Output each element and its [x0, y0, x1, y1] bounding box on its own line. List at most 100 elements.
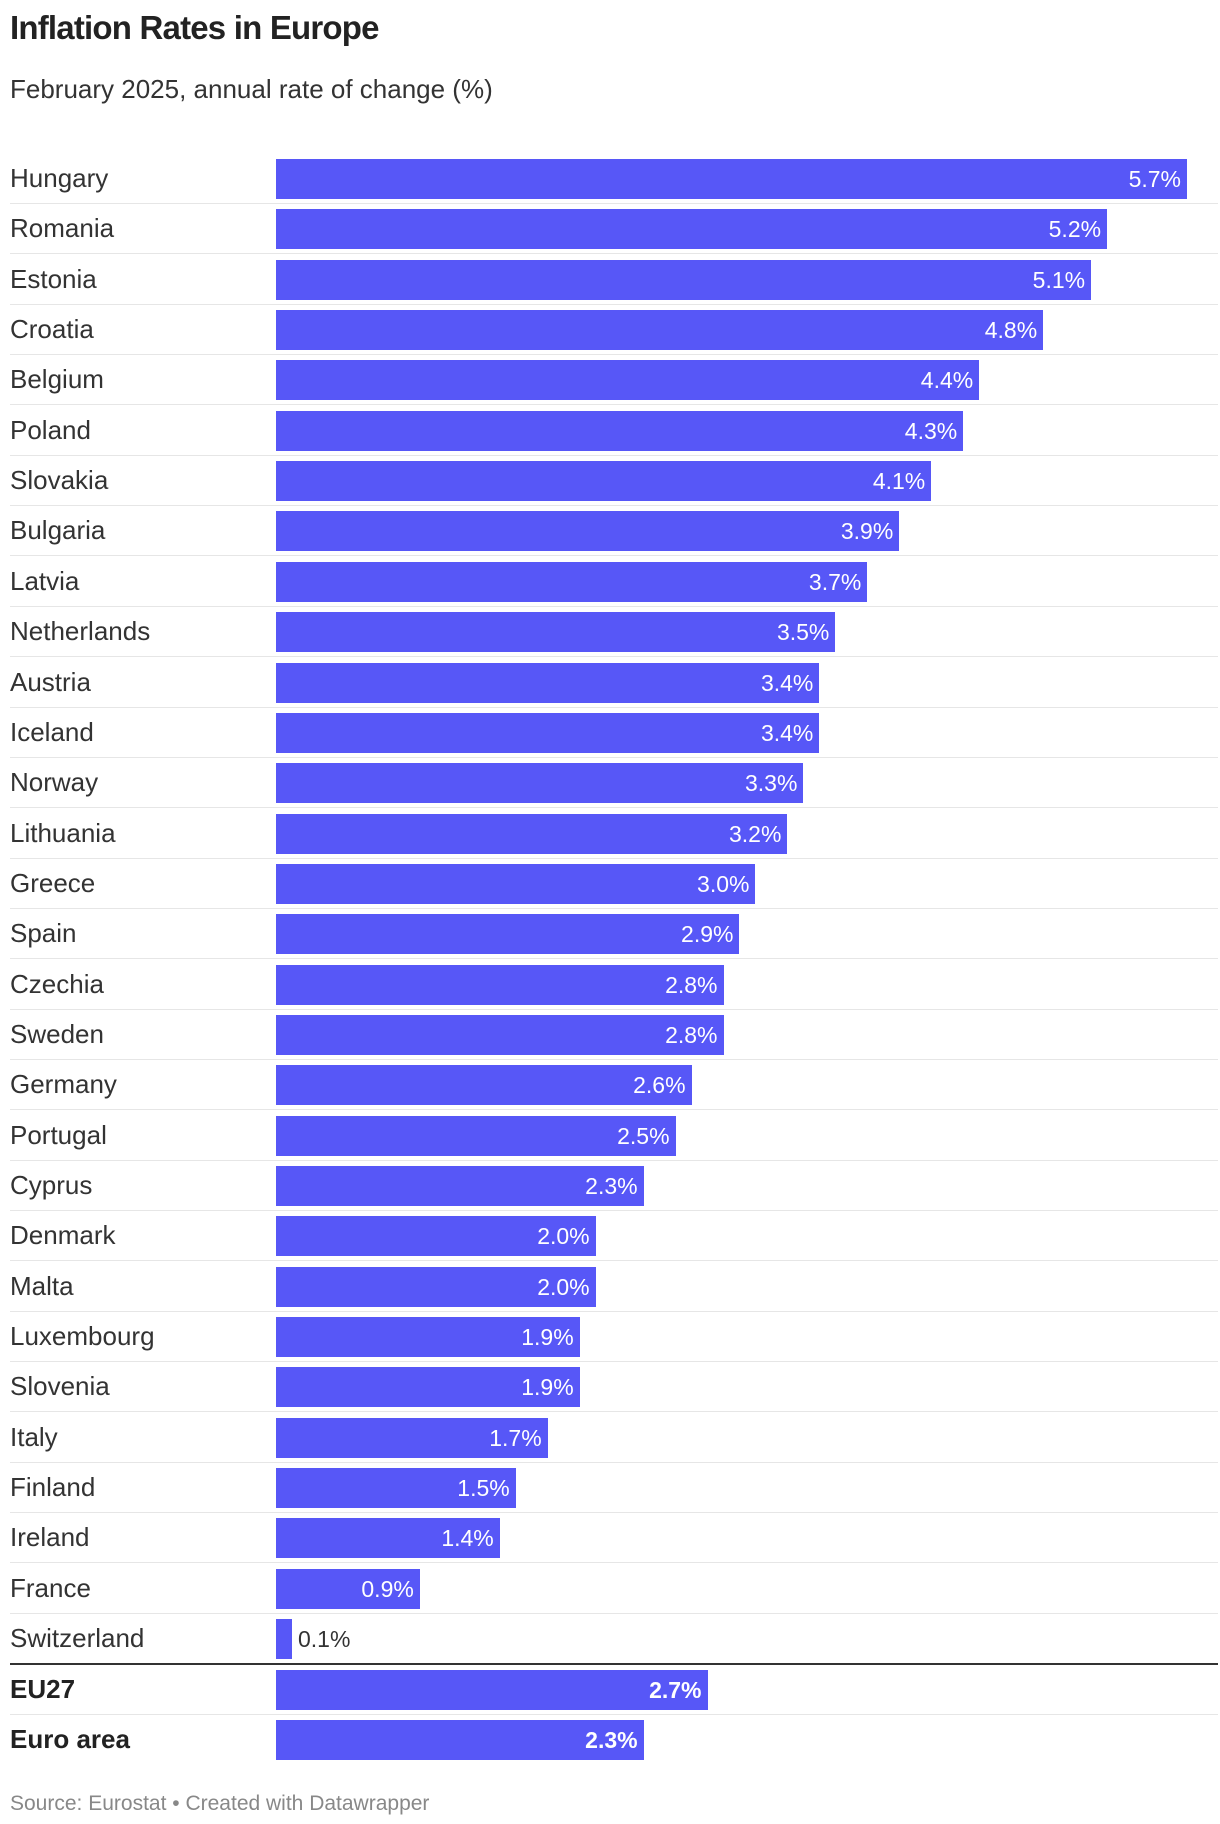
row-divider	[10, 958, 1218, 960]
row-divider	[10, 1159, 1218, 1161]
bar	[276, 310, 1044, 351]
value-label: 3.9%	[840, 518, 894, 545]
value-label: 3.4%	[760, 719, 814, 746]
bar	[276, 1417, 548, 1458]
category-label: Spain	[10, 918, 77, 949]
category-label: Cyprus	[10, 1170, 93, 1200]
row-divider	[10, 1713, 1218, 1715]
bar-row: Finland 1.5%	[0, 1467, 1220, 1517]
row-divider	[10, 1058, 1218, 1060]
bar-row: Lithuania 3.2%	[0, 813, 1220, 863]
bar	[276, 1115, 676, 1156]
row-divider	[10, 1562, 1218, 1564]
row-divider	[10, 756, 1218, 758]
value-label: 4.3%	[904, 417, 958, 444]
row-divider	[10, 354, 1218, 356]
bar	[276, 1367, 580, 1408]
bar-row: Malta 2.0%	[0, 1266, 1220, 1316]
category-label: Austria	[10, 666, 91, 697]
category-label: Czechia	[10, 968, 104, 999]
value-label: 2.3%	[585, 1726, 638, 1753]
bar-row: Cyprus 2.3%	[0, 1165, 1220, 1215]
row-divider	[10, 1612, 1218, 1614]
category-label: Germany	[10, 1069, 117, 1100]
value-label: 2.8%	[665, 971, 718, 998]
bar	[276, 410, 964, 451]
category-label: Belgium	[10, 364, 104, 395]
row-divider	[10, 505, 1218, 507]
bar-row: Bulgaria 3.9%	[0, 510, 1220, 560]
group-divider	[10, 1663, 1218, 1666]
value-label: 2.6%	[633, 1072, 686, 1099]
bar	[276, 964, 724, 1005]
row-divider	[10, 1260, 1218, 1262]
row-divider	[10, 303, 1218, 305]
value-label: 3.2%	[729, 820, 782, 847]
bar	[276, 1014, 724, 1055]
bar-row: Italy 1.7%	[0, 1417, 1220, 1467]
bar-row: Slovenia 1.9%	[0, 1366, 1220, 1416]
category-label: Euro area	[10, 1723, 130, 1754]
bar-row: Greece 3.0%	[0, 863, 1220, 913]
bar	[276, 1719, 644, 1760]
category-label: Netherlands	[10, 616, 151, 647]
value-label: 5.2%	[1048, 216, 1102, 243]
row-divider	[10, 706, 1218, 708]
value-label: 3.0%	[697, 870, 750, 897]
bar-row: Norway 3.3%	[0, 762, 1220, 812]
category-label: Portugal	[10, 1119, 107, 1150]
value-label: 1.9%	[521, 1374, 574, 1401]
value-label: 5.7%	[1128, 166, 1181, 192]
bar	[276, 612, 836, 653]
source-text: Source: Eurostat	[10, 1792, 167, 1815]
bar	[276, 763, 804, 804]
row-divider	[10, 1361, 1218, 1363]
chart-title: Inflation Rates in Europe	[10, 9, 380, 46]
value-label: 0.9%	[361, 1575, 414, 1602]
category-label: Croatia	[10, 314, 94, 345]
bar-row: Croatia 4.8%	[0, 309, 1220, 359]
bar-row: Switzerland 0.1%	[0, 1618, 1220, 1668]
bar-row: Poland 4.3%	[0, 410, 1220, 460]
bar-row: Belgium 4.4%	[0, 359, 1220, 409]
bar	[276, 1266, 596, 1307]
footer-separator: •	[172, 1792, 180, 1815]
bar-row: Spain 2.9%	[0, 913, 1220, 963]
bar-row: Euro area 2.3%	[0, 1719, 1220, 1769]
bar	[276, 1216, 596, 1257]
bar-row: Hungary 5.7%	[0, 158, 1220, 208]
bar-row: Sweden 2.8%	[0, 1014, 1220, 1064]
bar	[276, 914, 740, 955]
chart-subtitle: February 2025, annual rate of change (%)	[10, 74, 493, 104]
category-label: Greece	[10, 867, 96, 898]
bar-row: Netherlands 3.5%	[0, 611, 1220, 661]
row-divider	[10, 1310, 1218, 1312]
category-label: Luxembourg	[10, 1321, 155, 1352]
category-label: Hungary	[10, 163, 109, 193]
bar-row: Romania 5.2%	[0, 208, 1220, 258]
bar	[276, 863, 756, 904]
row-divider	[10, 454, 1218, 456]
category-label: Iceland	[10, 716, 94, 747]
bar	[276, 813, 788, 854]
bar	[276, 1166, 644, 1206]
category-label: Ireland	[10, 1522, 90, 1553]
bar-row: Latvia 3.7%	[0, 561, 1220, 611]
row-divider	[10, 656, 1218, 658]
bar-row: Czechia 2.8%	[0, 964, 1220, 1014]
category-label: Italy	[10, 1421, 58, 1452]
bar	[276, 461, 932, 502]
bar	[276, 511, 900, 552]
row-divider	[10, 1461, 1218, 1463]
bar	[276, 1619, 292, 1660]
category-label: Denmark	[10, 1220, 116, 1251]
bar-row: France 0.9%	[0, 1568, 1220, 1618]
bar	[276, 712, 820, 753]
category-label: Malta	[10, 1270, 74, 1301]
value-label: 4.1%	[872, 468, 926, 495]
value-label: 2.5%	[617, 1122, 670, 1149]
bar-row: Denmark 2.0%	[0, 1215, 1220, 1265]
value-label: 1.4%	[441, 1525, 494, 1552]
bar	[276, 360, 980, 401]
bar	[276, 1669, 708, 1710]
